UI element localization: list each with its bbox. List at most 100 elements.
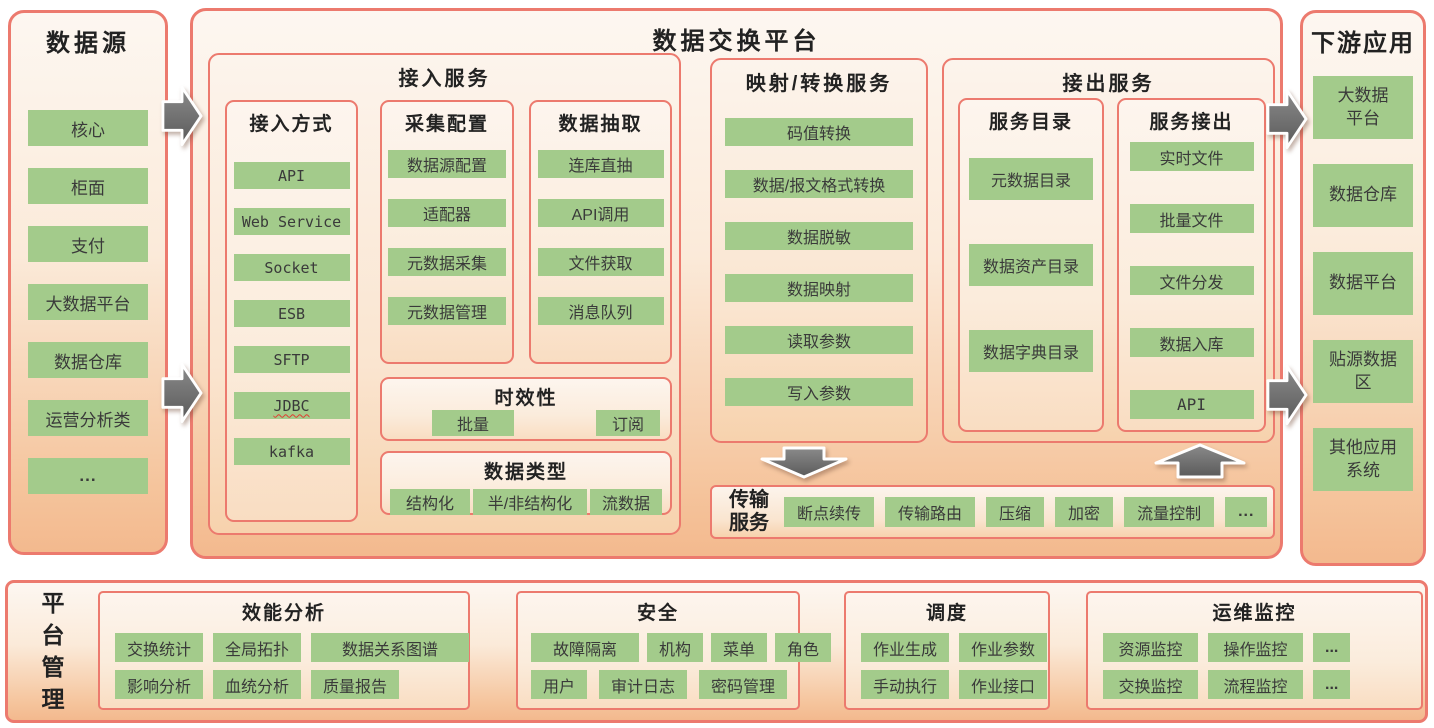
downstream-title: 下游应用	[1311, 30, 1415, 57]
transfer-item: 传输路由	[885, 497, 976, 527]
mapping-item: 数据脱敏	[725, 222, 913, 250]
management-item: 血统分析	[213, 670, 302, 699]
service-catalog-title: 服务目录	[988, 112, 1073, 133]
service-out-list: 实时文件 批量文件 文件分发 数据入库 API	[1119, 142, 1264, 419]
downstream-item: 其他应用 系统	[1313, 428, 1413, 491]
collect-config-item: 适配器	[388, 199, 506, 227]
downstream-item-line: 数据仓库	[1329, 185, 1397, 205]
ops-monitoring-title: 运维监控	[1212, 603, 1297, 624]
mapping-item: 写入参数	[725, 378, 913, 406]
access-method-item: Socket	[233, 254, 350, 281]
downstream-item-line: 区	[1354, 372, 1372, 392]
access-method-item: JDBC	[233, 392, 350, 419]
datatype-item: 半/非结构化	[473, 489, 587, 515]
transfer-service-title: 传输 服务	[722, 489, 776, 535]
scheduling-row: 手动执行 作业接口	[861, 670, 1048, 699]
management-item: 影响分析	[115, 670, 204, 699]
mapping-service-box: 映射/转换服务 码值转换 数据/报文格式转换 数据脱敏 数据映射 读取参数 写入…	[710, 58, 928, 443]
access-method-item: ESB	[233, 300, 350, 327]
outbound-service-box: 接出服务 服务目录 元数据目录 数据资产目录 数据字典目录 服务接出 实时文件 …	[942, 58, 1275, 443]
datatype-item: 结构化	[390, 489, 470, 515]
datasource-item: 柜面	[28, 168, 148, 204]
data-extract-item: 消息队列	[537, 297, 664, 325]
management-item: 作业接口	[959, 670, 1048, 699]
management-item: 交换监控	[1103, 670, 1198, 699]
management-item: 交换统计	[115, 633, 204, 662]
downstream-panel: 下游应用 大数据 平台 数据仓库 数据平台 贴源数据 区 其他应用 系统	[1300, 10, 1426, 566]
downstream-item: 数据平台	[1313, 252, 1413, 315]
downstream-item: 贴源数据 区	[1313, 340, 1413, 403]
timeliness-title: 时效性	[494, 388, 558, 409]
downstream-item-line: 其他应用	[1329, 437, 1397, 457]
management-item: 故障隔离	[531, 633, 639, 662]
outbound-service-title: 接出服务	[1062, 73, 1155, 95]
transfer-item: 压缩	[986, 497, 1045, 527]
data-extract-item: 文件获取	[537, 248, 664, 276]
transfer-item: 加密	[1055, 497, 1114, 527]
collect-config-item: 元数据采集	[388, 248, 506, 276]
datasource-item: 数据仓库	[28, 342, 148, 378]
datasource-item-more: ...	[28, 458, 148, 494]
security-row: 故障隔离 机构 菜单 角色	[531, 633, 832, 662]
service-out-item: 批量文件	[1129, 204, 1254, 233]
downstream-item-line: 平台	[1346, 108, 1380, 128]
management-item: 密码管理	[699, 670, 788, 699]
ops-monitoring-row: 交换监控 流程监控 ...	[1103, 670, 1421, 699]
flow-arrow-down-icon	[760, 446, 848, 479]
security-title: 安全	[636, 603, 679, 624]
transfer-list: 断点续传 传输路由 压缩 加密 流量控制 ...	[784, 497, 1268, 527]
management-item: 数据关系图谱	[311, 633, 470, 662]
datasource-panel: 数据源 核心 柜面 支付 大数据平台 数据仓库 运营分析类 ...	[8, 10, 168, 555]
datatype-title: 数据类型	[483, 462, 568, 483]
downstream-item-line: 数据平台	[1329, 273, 1397, 293]
security-row: 用户 审计日志 密码管理	[531, 670, 798, 699]
management-panel: 平台管理 效能分析 交换统计 全局拓扑 数据关系图谱 影响分析 血统分析 质量报…	[5, 580, 1428, 723]
data-extract-item: API调用	[537, 199, 664, 227]
management-item: 菜单	[711, 633, 768, 662]
management-item-more: ...	[1313, 670, 1351, 699]
management-item: 资源监控	[1103, 633, 1198, 662]
timeliness-item: 批量	[432, 410, 514, 436]
flow-arrow-up-icon	[1154, 443, 1246, 479]
management-item: 审计日志	[599, 670, 688, 699]
management-item: 作业参数	[959, 633, 1048, 662]
management-item: 质量报告	[311, 670, 400, 699]
management-item: 角色	[775, 633, 832, 662]
performance-analysis-title: 效能分析	[241, 603, 326, 624]
transfer-item: 流量控制	[1124, 497, 1215, 527]
security-box: 安全 故障隔离 机构 菜单 角色 用户 审计日志 密码管理	[516, 591, 832, 710]
datatype-box: 数据类型 结构化 半/非结构化 流数据	[380, 451, 672, 515]
timeliness-box: 时效性 批量 订阅	[380, 377, 672, 441]
management-item: 流程监控	[1208, 670, 1303, 699]
datatype-row: 结构化 半/非结构化 流数据	[390, 489, 662, 515]
management-title: 平台管理	[38, 591, 64, 719]
flow-arrow-right-icon	[161, 85, 203, 147]
management-item: 用户	[531, 670, 588, 699]
data-extract-box: 数据抽取 连库直抽 API调用 文件获取 消息队列	[529, 100, 672, 364]
access-method-item: API	[233, 162, 350, 189]
collect-config-list: 数据源配置 适配器 元数据采集 元数据管理	[382, 150, 512, 325]
access-methods-list: API Web Service Socket ESB SFTP JDBC kaf…	[227, 162, 356, 465]
datasource-item: 核心	[28, 110, 148, 146]
transfer-item: 断点续传	[784, 497, 875, 527]
mapping-list: 码值转换 数据/报文格式转换 数据脱敏 数据映射 读取参数 写入参数	[712, 118, 926, 406]
transfer-item-more: ...	[1225, 497, 1268, 527]
datasource-item: 支付	[28, 226, 148, 262]
performance-row: 交换统计 全局拓扑 数据关系图谱	[115, 633, 470, 662]
access-service-title: 接入服务	[398, 68, 491, 90]
transfer-title-line: 服务	[729, 512, 769, 534]
mapping-service-title: 映射/转换服务	[745, 73, 893, 95]
data-extract-list: 连库直抽 API调用 文件获取 消息队列	[531, 150, 670, 325]
performance-row: 影响分析 血统分析 质量报告	[115, 670, 468, 699]
service-out-title: 服务接出	[1149, 112, 1234, 133]
platform-panel: 数据交换平台 接入服务 接入方式 API Web Service Socket …	[190, 8, 1283, 559]
service-out-box: 服务接出 实时文件 批量文件 文件分发 数据入库 API	[1117, 98, 1266, 432]
performance-analysis-box: 效能分析 交换统计 全局拓扑 数据关系图谱 影响分析 血统分析 质量报告	[98, 591, 470, 710]
access-method-item: SFTP	[233, 346, 350, 373]
datasource-item: 运营分析类	[28, 400, 148, 436]
access-method-item: Web Service	[233, 208, 350, 235]
access-service-box: 接入服务 接入方式 API Web Service Socket ESB SFT…	[208, 53, 681, 535]
downstream-item: 数据仓库	[1313, 164, 1413, 227]
flow-arrow-right-icon	[1266, 364, 1308, 426]
